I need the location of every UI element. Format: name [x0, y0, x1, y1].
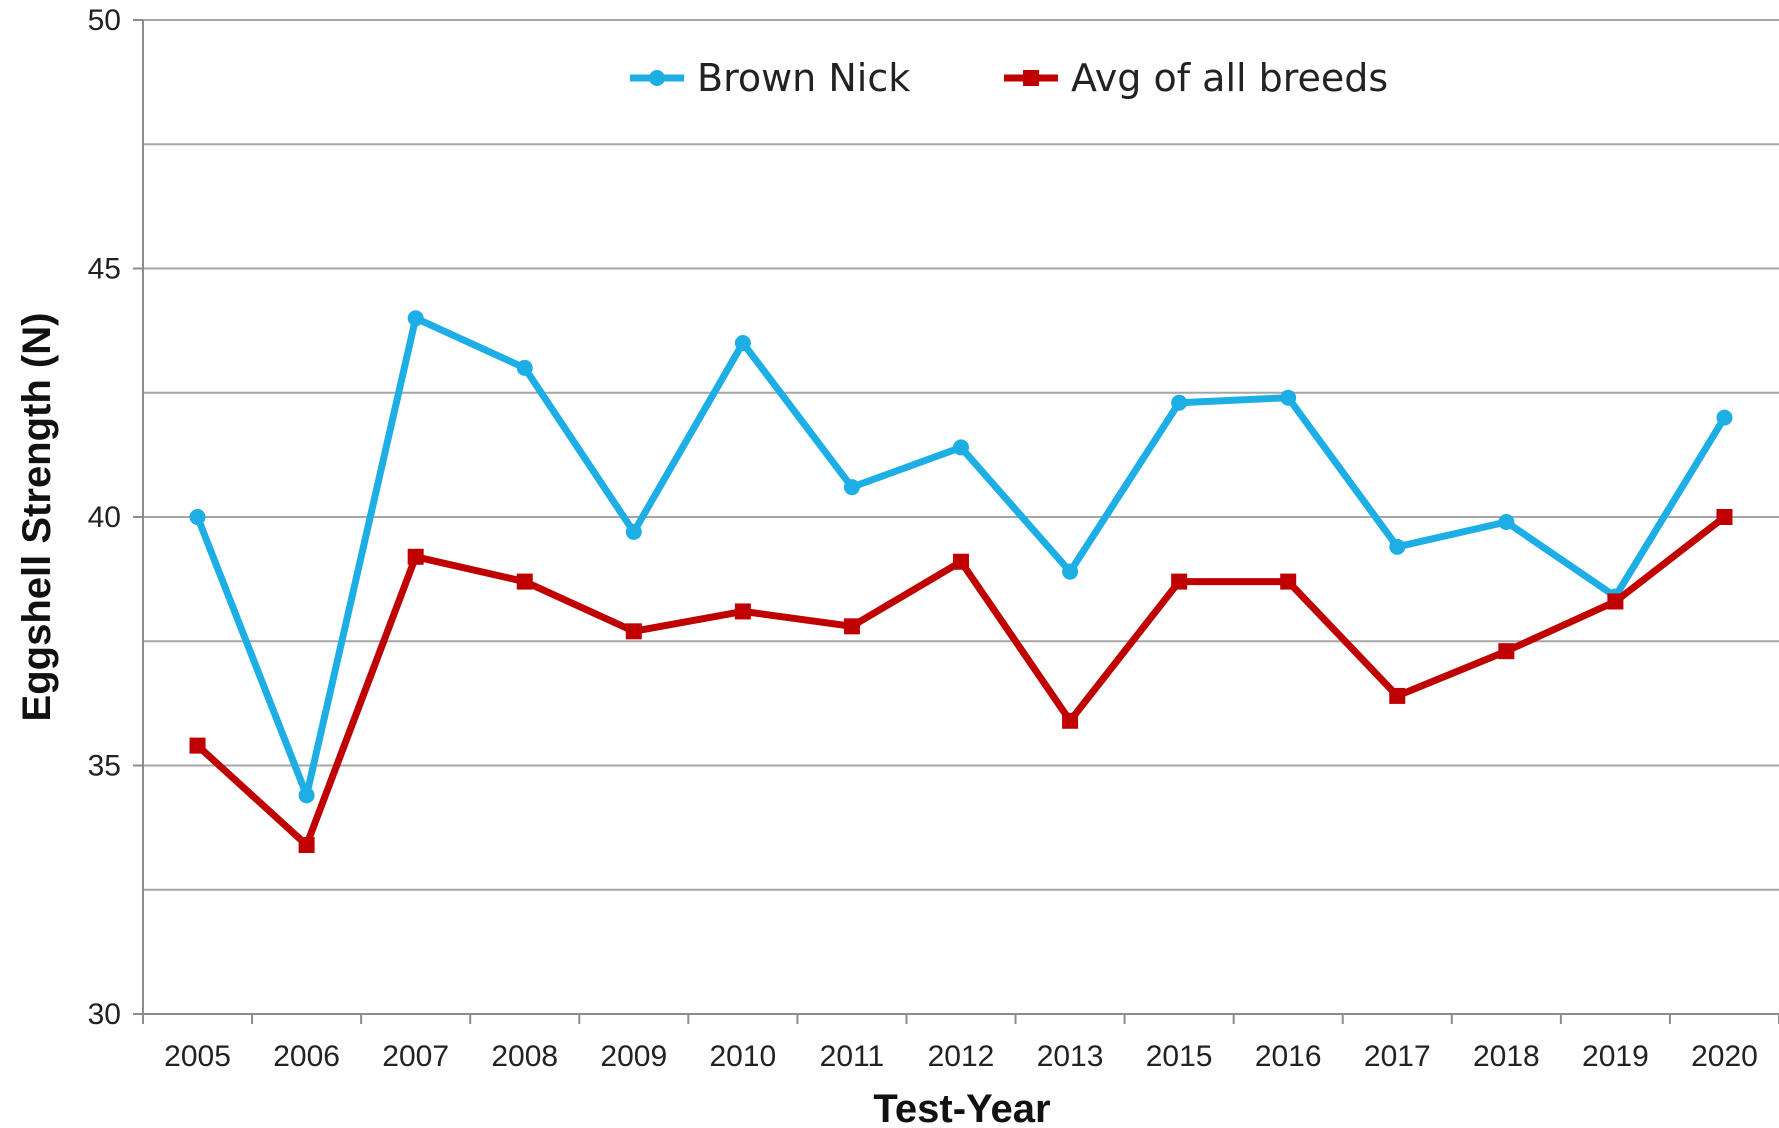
- data-point: [189, 509, 206, 525]
- data-point: [298, 787, 315, 804]
- data-point: [843, 479, 860, 496]
- x-tick-label: 2020: [1691, 1040, 1758, 1073]
- grid-layer: [143, 19, 1779, 891]
- data-point: [1607, 593, 1624, 610]
- data-point: [625, 523, 642, 540]
- data-point: [1171, 573, 1188, 590]
- data-point: [625, 623, 642, 640]
- y-tick-label: 45: [88, 253, 121, 286]
- legend-marker: [649, 70, 665, 86]
- data-point: [1062, 563, 1079, 580]
- data-point: [734, 603, 751, 620]
- data-point: [1716, 409, 1733, 426]
- x-tick-label: 2006: [273, 1040, 340, 1073]
- data-point: [1171, 394, 1188, 411]
- data-point: [1280, 573, 1297, 590]
- y-tick-label: 50: [88, 4, 121, 37]
- x-axis-title: Test-Year: [873, 1087, 1050, 1128]
- y-tick-label: 40: [88, 501, 121, 534]
- data-point: [1062, 712, 1079, 729]
- x-tick-label: 2008: [491, 1040, 558, 1073]
- x-tick-label: 2017: [1364, 1040, 1431, 1073]
- y-axis-title: Eggshell Strength (N): [15, 313, 59, 722]
- data-point: [1498, 643, 1515, 660]
- data-point: [734, 335, 751, 352]
- data-point: [189, 737, 206, 754]
- legend-marker: [1023, 70, 1039, 86]
- axes-layer: 30 35 40 45 50 2005 2006 2007 2008 2009 2010 2011 20…: [88, 4, 1779, 1073]
- x-tick-label: 2005: [164, 1040, 231, 1073]
- data-point: [516, 573, 533, 590]
- data-point: [953, 553, 969, 570]
- legend-label: Brown Nick: [697, 56, 910, 100]
- y-tick-label: 30: [88, 998, 121, 1031]
- data-point: [1389, 538, 1406, 555]
- data-point: [298, 837, 315, 854]
- data-point: [1389, 687, 1406, 704]
- x-tick-label: 2015: [1146, 1040, 1213, 1073]
- x-tick-label: 2009: [600, 1040, 667, 1073]
- x-tick-label: 2016: [1255, 1040, 1322, 1073]
- x-tick-label: 2011: [820, 1040, 885, 1073]
- legend: Brown Nick Avg of all breeds: [630, 56, 1388, 100]
- y-tick-label: 35: [88, 750, 121, 783]
- data-point: [407, 310, 424, 327]
- series-layer: [189, 310, 1733, 854]
- data-point: [953, 439, 969, 456]
- data-point: [516, 359, 533, 376]
- x-tick-label: 2010: [709, 1040, 776, 1073]
- x-tick-label: 2019: [1582, 1040, 1649, 1073]
- data-point: [1716, 509, 1733, 525]
- data-point: [1280, 389, 1297, 406]
- data-point: [407, 548, 424, 565]
- x-tick-label: 2018: [1473, 1040, 1540, 1073]
- x-tick-label: 2007: [382, 1040, 449, 1073]
- data-point: [1498, 513, 1515, 530]
- data-point: [843, 618, 860, 635]
- x-tick-label: 2013: [1037, 1040, 1104, 1073]
- x-tick-label: 2012: [928, 1040, 995, 1073]
- legend-label: Avg of all breeds: [1071, 56, 1388, 100]
